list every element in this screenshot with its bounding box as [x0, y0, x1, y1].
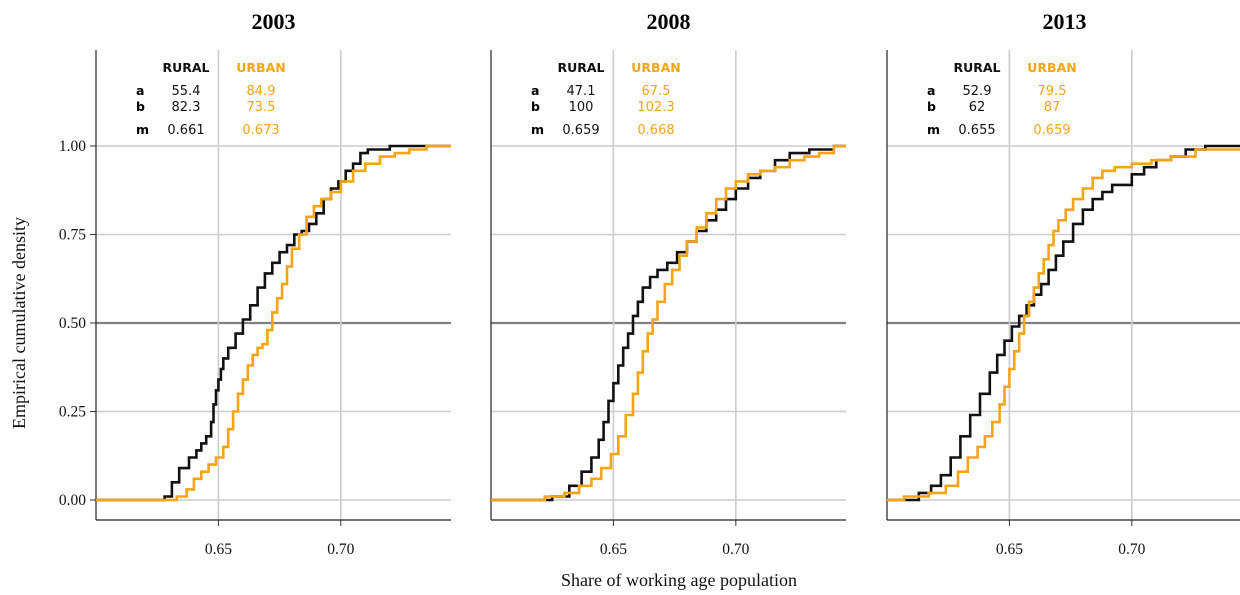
table-header-urban: URBAN: [236, 60, 285, 75]
x-tick-label: 0.70: [327, 541, 354, 558]
panel-title: 2008: [647, 9, 691, 34]
table-header-rural: RURAL: [162, 60, 209, 75]
table-value-rural: 55.4: [172, 84, 201, 99]
series-line-urban: [96, 144, 451, 502]
table-value-rural: 100: [569, 100, 594, 115]
table-row-label: m: [136, 122, 149, 137]
panels-layer: 2003 0.00 0.25 0.50 0.75 1.00 0.65 0.70 RURAL URB…: [59, 9, 1240, 558]
table-row-label: a: [531, 83, 539, 98]
y-tick-label: 1.00: [59, 138, 86, 155]
table-row-label: a: [927, 83, 935, 98]
table-header-rural: RURAL: [953, 60, 1000, 75]
table-row-label: m: [531, 122, 544, 137]
table-value-urban: 84.9: [247, 84, 276, 99]
table-value-rural: 82.3: [172, 100, 201, 115]
panel-2003: 2003 0.00 0.25 0.50 0.75 1.00 0.65 0.70 RURAL URB…: [59, 9, 451, 558]
series-line-rural: [887, 144, 1240, 502]
y-tick-label: 0.00: [59, 492, 86, 509]
x-tick-label: 0.65: [205, 541, 232, 558]
table-value-rural: 47.1: [567, 84, 596, 99]
table-value-urban: 79.5: [1038, 84, 1067, 99]
panel-title: 2013: [1043, 9, 1087, 34]
table-row-label: b: [927, 99, 936, 114]
series-line-rural: [491, 144, 846, 502]
y-tick-label: 0.50: [59, 315, 86, 332]
table-value-urban: 73.5: [247, 100, 276, 115]
table-value-urban: 0.668: [637, 123, 674, 138]
series-line-rural: [96, 144, 451, 502]
table-value-rural: 62: [969, 100, 986, 115]
table-header-urban: URBAN: [631, 60, 680, 75]
table-row-label: a: [136, 83, 144, 98]
panel-title: 2003: [252, 9, 296, 34]
series-line-urban: [491, 144, 846, 502]
table-row-label: b: [136, 99, 145, 114]
table-value-urban: 102.3: [637, 100, 674, 115]
table-value-rural: 0.655: [958, 123, 995, 138]
y-axis-title: Empirical cumulative density: [9, 217, 29, 429]
table-header-rural: RURAL: [557, 60, 604, 75]
table-value-rural: 0.661: [167, 123, 204, 138]
x-tick-label: 0.70: [1118, 541, 1145, 558]
y-tick-label: 0.25: [59, 404, 86, 421]
table-value-urban: 67.5: [642, 84, 671, 99]
table-row-label: b: [531, 99, 540, 114]
x-axis-title: Share of working age population: [561, 570, 797, 590]
y-tick-label: 0.75: [59, 227, 86, 244]
panel-2013: 2013 0.65 0.70 RURAL URBAN a 52.9 79.5 b 62 87 m 0.6…: [886, 9, 1240, 558]
series-line-urban: [887, 148, 1240, 502]
x-tick-label: 0.65: [600, 541, 627, 558]
table-value-urban: 0.659: [1033, 123, 1070, 138]
table-value-rural: 52.9: [963, 84, 992, 99]
table-row-label: m: [927, 122, 940, 137]
table-value-urban: 0.673: [242, 123, 279, 138]
table-header-urban: URBAN: [1027, 60, 1076, 75]
panel-2008: 2008 0.65 0.70 RURAL URBAN a 47.1 67.5 b 100 102.3…: [490, 9, 846, 558]
x-tick-label: 0.65: [996, 541, 1023, 558]
x-tick-label: 0.70: [722, 541, 749, 558]
table-value-urban: 87: [1044, 100, 1061, 115]
table-value-rural: 0.659: [562, 123, 599, 138]
